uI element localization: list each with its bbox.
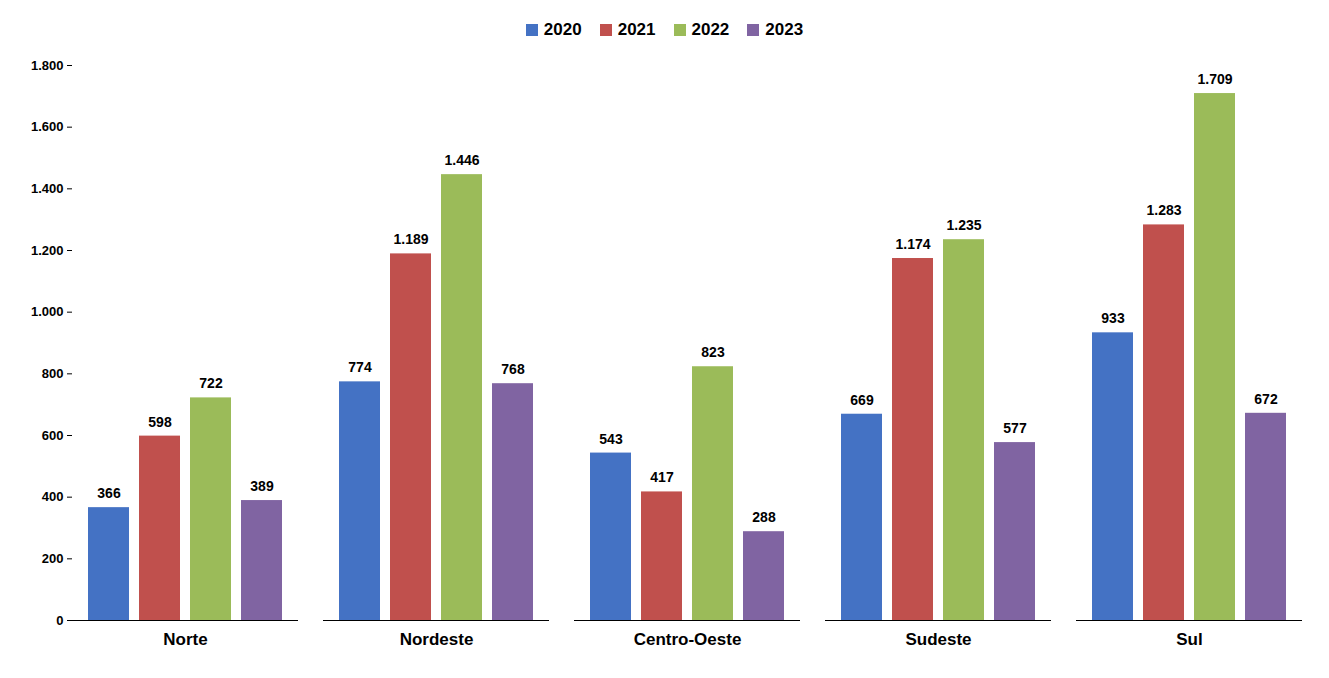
svg-text:672: 672 (1254, 391, 1278, 407)
svg-text:200: 200 (42, 551, 64, 566)
svg-text:Sul: Sul (1176, 630, 1202, 649)
svg-text:774: 774 (348, 359, 372, 375)
svg-text:1.709: 1.709 (1197, 71, 1232, 87)
svg-text:1.174: 1.174 (895, 236, 930, 252)
svg-text:1.189: 1.189 (393, 231, 428, 247)
svg-text:400: 400 (42, 489, 64, 504)
svg-text:600: 600 (42, 428, 64, 443)
svg-text:1.800: 1.800 (31, 58, 64, 73)
html-text:2021: 2021 (617, 20, 656, 39)
svg-text:288: 288 (752, 509, 776, 525)
svg-text:577: 577 (1003, 420, 1027, 436)
svg-text:722: 722 (199, 375, 223, 391)
svg-text:1.283: 1.283 (1146, 202, 1181, 218)
svg-text:1.600: 1.600 (31, 119, 64, 134)
svg-text:543: 543 (599, 431, 623, 447)
svg-text:417: 417 (650, 469, 674, 485)
html-text:2022: 2022 (691, 20, 730, 39)
html-text:2023: 2023 (765, 20, 804, 39)
svg-text:1.200: 1.200 (31, 243, 64, 258)
svg-text:Norte: Norte (163, 630, 207, 649)
svg-text:389: 389 (250, 478, 274, 494)
svg-text:800: 800 (42, 366, 64, 381)
svg-text:Centro-Oeste: Centro-Oeste (634, 630, 742, 649)
svg-text:1.235: 1.235 (946, 217, 981, 233)
svg-text:0: 0 (56, 613, 63, 628)
svg-text:1.446: 1.446 (444, 152, 479, 168)
svg-text:669: 669 (850, 392, 874, 408)
svg-text:1.400: 1.400 (31, 181, 64, 196)
svg-text:1.000: 1.000 (31, 304, 64, 319)
svg-text:598: 598 (148, 414, 172, 430)
svg-text:366: 366 (97, 485, 121, 501)
svg-text:933: 933 (1101, 310, 1125, 326)
html-text:2020: 2020 (543, 20, 582, 39)
svg-text:768: 768 (501, 361, 525, 377)
svg-text:823: 823 (701, 344, 725, 360)
svg-text:Nordeste: Nordeste (400, 630, 474, 649)
svg-text:Sudeste: Sudeste (905, 630, 971, 649)
